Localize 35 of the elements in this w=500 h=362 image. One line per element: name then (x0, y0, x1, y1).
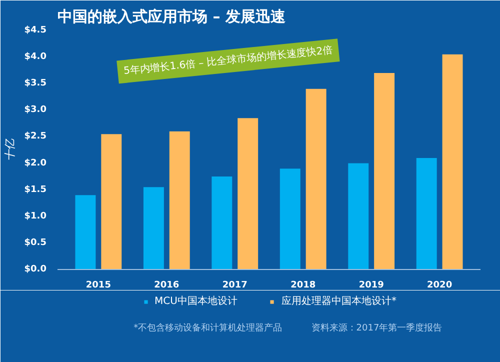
bar (280, 168, 300, 270)
bar (212, 176, 232, 270)
x-tick-label: 2017 (222, 280, 248, 290)
legend-label: MCU中国本地设计 (154, 294, 238, 308)
y-tick-label: $4.0 (24, 52, 47, 62)
y-tick-label: $3.5 (24, 78, 47, 89)
y-tick-label: $1.5 (24, 184, 47, 195)
chart-title: 中国的嵌入式应用市场 – 发展迅速 (58, 8, 286, 26)
y-tick-label: $4.5 (24, 26, 47, 36)
x-tick-label: 2016 (154, 280, 180, 290)
y-tick-label: $2.0 (24, 158, 47, 168)
bar (75, 195, 96, 270)
bar (442, 54, 463, 270)
y-tick-label: $2.5 (24, 132, 47, 142)
text: *不包含移动设备和计算机处理器产品 (134, 322, 282, 334)
x-tick-label: 2018 (290, 280, 316, 290)
text: 资料来源：2017年第一季度报告 (311, 322, 442, 334)
y-tick-label: $0.0 (24, 264, 47, 274)
bar (374, 72, 395, 270)
bar (348, 163, 369, 270)
y-tick-label: $3.0 (24, 105, 47, 116)
bar (169, 131, 190, 270)
x-tick-label: 2015 (86, 280, 111, 290)
annotation: 5年内增长1.6倍 – 比全球市场的增长速度快2倍 (123, 44, 334, 78)
legend-label: 应用处理器中国本地设计* (281, 294, 396, 308)
bar (101, 134, 122, 270)
y-tick-label: $1.0 (24, 211, 47, 222)
y-axis-title: 十亿 (3, 138, 16, 161)
bar (416, 158, 437, 270)
x-tick-label: 2020 (427, 280, 452, 290)
x-tick-label: 2019 (358, 280, 384, 290)
bar (143, 187, 164, 270)
y-tick-label: $0.5 (24, 238, 47, 248)
bar (306, 88, 326, 270)
bar (238, 118, 258, 270)
